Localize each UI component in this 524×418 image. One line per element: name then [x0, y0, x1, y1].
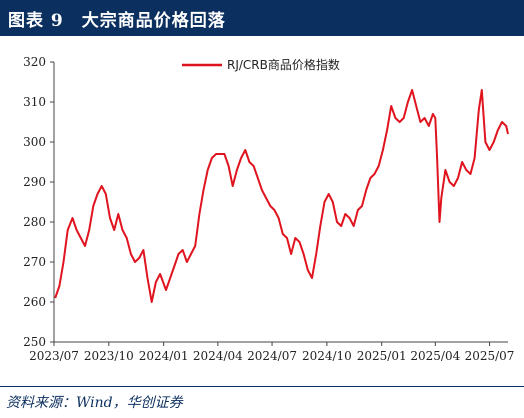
header-bar: 图表 9 大宗商品价格回落: [0, 0, 524, 36]
x-tick-label: 2025/04: [410, 349, 460, 363]
x-axis-ticks: 2023/07 2023/10 2024/01 2024/04 2024/07 2024/…: [29, 342, 514, 363]
y-tick-label: 310: [23, 95, 46, 109]
series-line-rjcrb: [54, 89, 509, 303]
x-tick-label: 2024/01: [139, 349, 189, 363]
y-tick-label: 270: [23, 255, 46, 269]
x-tick-label: 2025/07: [465, 349, 515, 363]
legend: RJ/CRB商品价格指数: [182, 57, 340, 72]
y-axis-ticks: 250 260 270 280 290 300 310 320: [23, 55, 54, 349]
y-tick-label: 290: [23, 175, 46, 189]
x-tick-label: 2023/10: [84, 349, 134, 363]
x-tick-label: 2024/07: [247, 349, 297, 363]
figure-title: 图表 9 大宗商品价格回落: [8, 11, 226, 31]
y-tick-label: 250: [23, 335, 46, 349]
x-tick-label: 2025/01: [357, 349, 407, 363]
legend-label: RJ/CRB商品价格指数: [227, 57, 340, 72]
x-tick-label: 2024/10: [302, 349, 352, 363]
y-tick-label: 320: [23, 55, 46, 69]
y-tick-label: 260: [23, 295, 46, 309]
y-tick-label: 280: [23, 215, 46, 229]
y-tick-label: 300: [23, 135, 46, 149]
x-tick-label: 2024/04: [193, 349, 243, 363]
x-tick-label: 2023/07: [29, 349, 79, 363]
source-note: 资料来源：Wind，华创证券: [6, 395, 183, 411]
source-divider: [0, 386, 524, 387]
